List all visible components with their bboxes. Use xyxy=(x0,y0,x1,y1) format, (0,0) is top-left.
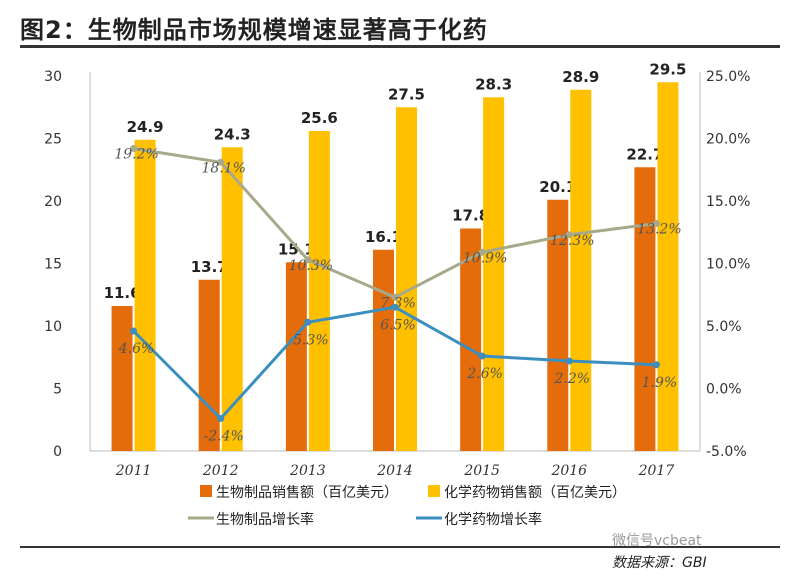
x-tick-label: 2017 xyxy=(638,463,675,479)
right-tick-label: 25.0% xyxy=(706,69,750,85)
bar-bio xyxy=(460,228,482,451)
line-point xyxy=(130,145,138,152)
line-point xyxy=(391,293,399,301)
line-point xyxy=(565,357,573,365)
line-point xyxy=(391,303,399,311)
line-point xyxy=(478,352,486,360)
bar-bio xyxy=(373,249,394,451)
bar-chem xyxy=(483,97,505,451)
bar-bio xyxy=(634,167,656,451)
left-tick-label: 0 xyxy=(53,444,62,460)
line-value-label: 18.1% xyxy=(201,160,245,176)
line-value-label: 1.9% xyxy=(642,375,678,391)
line-value-label: -2.4% xyxy=(204,429,244,445)
left-tick-label: 25 xyxy=(44,132,62,148)
legend-swatch xyxy=(428,485,440,497)
bar-bio xyxy=(547,199,569,451)
line-point xyxy=(478,248,486,256)
watermark-text: 微信号vcbeat xyxy=(612,533,702,549)
line-value-label: 10.9% xyxy=(463,250,507,266)
bar-bio xyxy=(285,262,307,451)
x-tick-label: 2014 xyxy=(376,463,413,479)
right-tick-label: 5.0% xyxy=(706,319,742,335)
line-point xyxy=(217,415,225,422)
bar-chem xyxy=(657,82,679,451)
right-tick-label: 10.0% xyxy=(706,257,750,273)
line-value-label: 6.5% xyxy=(380,317,416,333)
x-tick-label: 2012 xyxy=(202,463,239,479)
bar-value-label: 25.6 xyxy=(301,109,338,127)
legend-label: 化学药物销售额（百亿美元） xyxy=(444,485,626,501)
left-tick-label: 20 xyxy=(44,194,62,210)
right-tick-label: 15.0% xyxy=(706,194,750,210)
chart-title: 图2：生物制品市场规模增速显著高于化药 xyxy=(20,16,488,44)
line-point xyxy=(217,158,225,166)
right-tick-label: 20.0% xyxy=(706,132,750,148)
bar-value-label: 27.5 xyxy=(388,85,425,103)
line-point xyxy=(304,256,312,264)
left-tick-label: 30 xyxy=(44,69,62,85)
x-tick-label: 2015 xyxy=(463,463,500,479)
bar-bio xyxy=(111,306,133,451)
line-value-label: 2.2% xyxy=(553,371,590,387)
bar-value-label: 28.9 xyxy=(562,68,599,86)
bar-value-label: 16.1 xyxy=(365,228,402,246)
bar-value-label: 28.3 xyxy=(475,75,512,93)
legend-label: 生物制品销售额（百亿美元） xyxy=(216,485,398,501)
legend-swatch xyxy=(200,485,212,497)
bar-value-label: 15.1 xyxy=(278,240,315,258)
bar-value-label: 17.8 xyxy=(452,207,489,225)
left-tick-label: 15 xyxy=(44,257,62,273)
x-tick-label: 2013 xyxy=(289,463,326,479)
x-tick-label: 2016 xyxy=(550,463,587,479)
title-rule xyxy=(20,45,780,48)
bar-value-label: 24.9 xyxy=(127,118,164,136)
bar-chem xyxy=(134,139,156,451)
line-value-label: 10.3% xyxy=(289,258,333,274)
line-value-label: 12.3% xyxy=(550,233,594,249)
source-note: 数据来源：GBI xyxy=(612,555,707,571)
line-value-label: 2.6% xyxy=(466,366,503,382)
x-tick-label: 2011 xyxy=(115,463,152,479)
line-point xyxy=(652,361,660,369)
bar-value-label: 11.6 xyxy=(104,284,141,302)
right-tick-label: 0.0% xyxy=(706,382,742,398)
bar-chem xyxy=(570,89,592,451)
left-tick-label: 5 xyxy=(53,382,62,398)
line-value-label: 5.3% xyxy=(293,332,329,348)
bar-chem xyxy=(396,107,417,451)
bar-value-label: 24.3 xyxy=(214,125,251,143)
line-point xyxy=(130,327,138,335)
line-value-label: 19.2% xyxy=(114,147,158,163)
bar-chem xyxy=(221,147,243,451)
bar-value-label: 29.5 xyxy=(649,60,686,78)
line-point xyxy=(565,231,573,239)
footer-rule xyxy=(20,546,780,548)
bar-bio xyxy=(198,279,220,451)
line-value-label: 4.6% xyxy=(118,341,155,357)
line-point xyxy=(652,220,660,227)
legend-label: 生物制品增长率 xyxy=(216,511,314,528)
bar-chem xyxy=(308,131,330,451)
left-tick-label: 10 xyxy=(44,319,62,335)
line-point xyxy=(304,318,312,326)
right-tick-label: -5.0% xyxy=(706,444,747,460)
bar-value-label: 13.7 xyxy=(191,258,228,276)
bar-value-label: 20.1 xyxy=(539,178,576,196)
legend-label: 化学药物增长率 xyxy=(444,511,542,528)
line-value-label: 13.2% xyxy=(637,222,681,238)
bar-value-label: 22.7 xyxy=(626,145,663,163)
